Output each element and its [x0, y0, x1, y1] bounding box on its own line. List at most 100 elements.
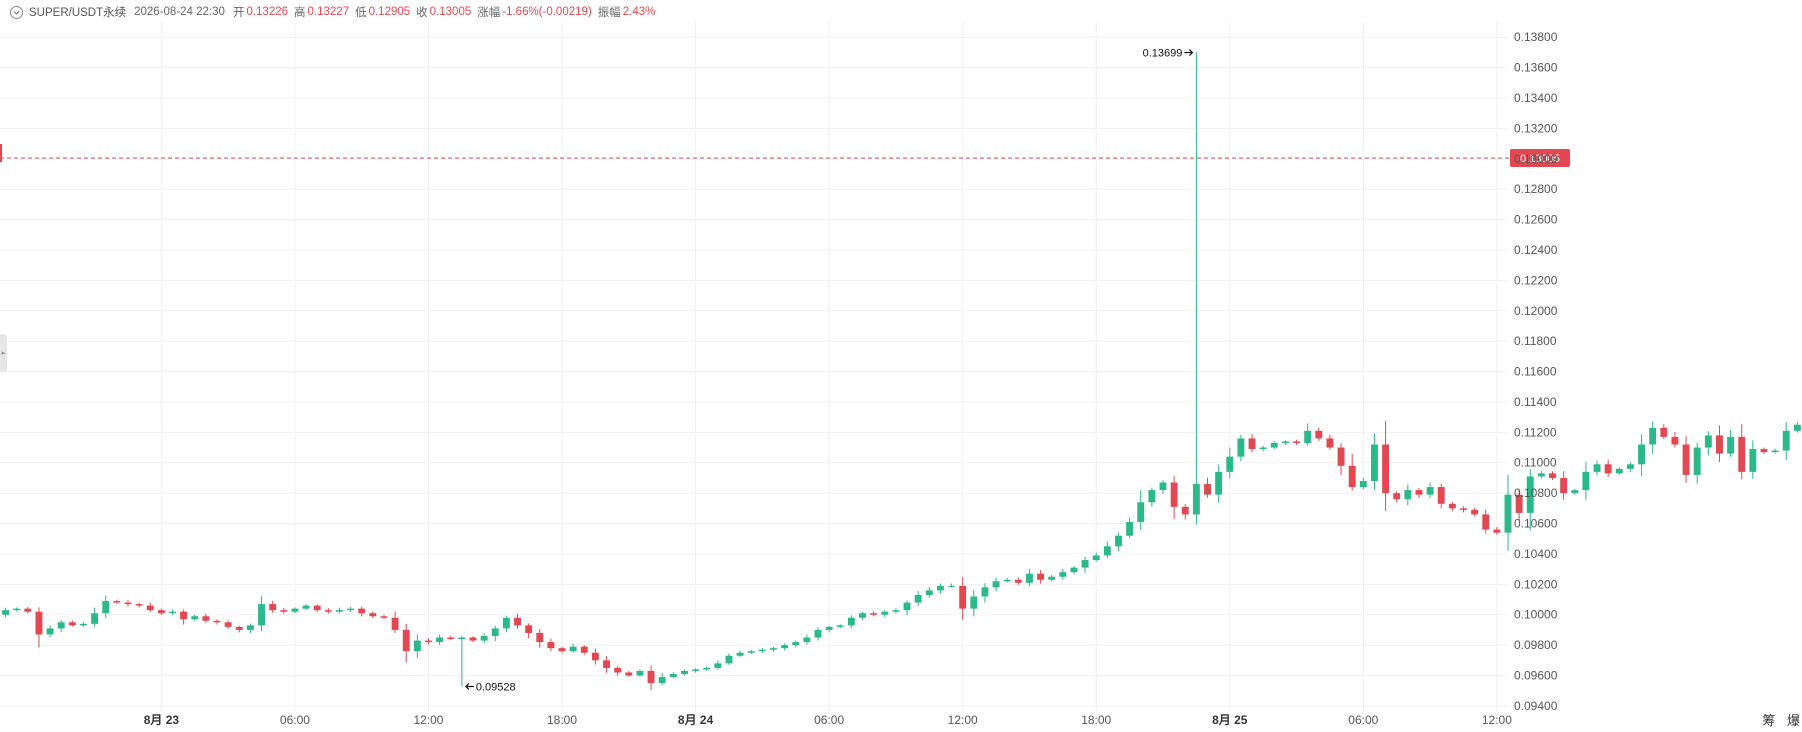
- candle-body: [1626, 464, 1634, 469]
- candle-body: [881, 611, 889, 615]
- open-value: 0.13226: [246, 6, 289, 18]
- last-price-tag: [1510, 149, 1570, 168]
- candle-body: [914, 594, 922, 603]
- chevron-down-icon[interactable]: [10, 5, 23, 19]
- candle-body: [925, 590, 933, 595]
- high-value: 0.13227: [307, 6, 350, 18]
- candle-body: [1014, 579, 1022, 583]
- candle-body: [725, 655, 733, 664]
- candle-body: [669, 674, 677, 678]
- y-tick-label: 0.10800: [1514, 486, 1558, 500]
- corner-tools: 筹 爆: [1754, 710, 1800, 729]
- candle-body: [235, 626, 243, 630]
- candle-body: [580, 646, 588, 653]
- candle-body: [825, 626, 833, 630]
- low-value: 0.12905: [368, 6, 411, 18]
- candle-body: [1504, 494, 1512, 533]
- candle-body: [692, 669, 700, 671]
- open-label: 开: [232, 7, 245, 19]
- max-price-annotation: 0.13699: [1143, 48, 1183, 60]
- candle-body: [146, 605, 154, 611]
- candle-body: [246, 625, 254, 630]
- candle-body: [458, 637, 466, 640]
- candle-body: [1204, 484, 1211, 495]
- candle-body: [1048, 576, 1056, 580]
- candle-body: [614, 667, 622, 673]
- close-value: 0.13005: [429, 6, 472, 18]
- change-label: 涨幅: [477, 7, 501, 19]
- candle-body: [1148, 490, 1156, 503]
- candle-body: [892, 610, 900, 612]
- candle-body: [169, 611, 176, 614]
- y-tick-label: 0.11800: [1514, 334, 1557, 348]
- candle-body: [1092, 555, 1100, 561]
- candle-body: [324, 610, 332, 612]
- candle-body: [57, 622, 65, 629]
- candle-body: [157, 610, 165, 614]
- chip-distribution-button[interactable]: 筹: [1762, 713, 1776, 728]
- candle-body: [1348, 465, 1356, 488]
- candle-body: [703, 667, 711, 670]
- candle-body: [714, 663, 722, 668]
- candle-body: [1716, 435, 1723, 454]
- y-tick-label: 0.11600: [1514, 365, 1557, 379]
- candle-body: [280, 610, 288, 612]
- candle-body: [480, 636, 488, 641]
- candle-body: [113, 601, 121, 603]
- candle-body: [1359, 480, 1367, 488]
- y-tick-label: 0.12200: [1514, 273, 1558, 287]
- candle-body: [1281, 441, 1289, 443]
- candle-body: [558, 648, 566, 652]
- candle-body: [1382, 444, 1390, 494]
- candle-body: [358, 608, 366, 614]
- candle-body: [347, 608, 355, 611]
- y-tick-label: 0.12400: [1514, 243, 1558, 257]
- candle-body: [1192, 484, 1200, 515]
- candle-body: [948, 585, 955, 587]
- candle-body: [1293, 441, 1300, 443]
- y-tick-label: 0.11200: [1514, 425, 1557, 439]
- candle-body: [46, 628, 54, 635]
- liquidation-button[interactable]: 爆: [1786, 713, 1800, 728]
- candle-body: [1649, 427, 1657, 445]
- candle-body: [1738, 436, 1746, 472]
- candle-body: [402, 629, 410, 652]
- candle-body: [1760, 449, 1768, 453]
- candle-body: [491, 628, 499, 637]
- candle-body: [35, 611, 43, 635]
- candle-body: [24, 608, 32, 612]
- y-tick-label: 0.11000: [1514, 456, 1557, 470]
- y-tick-label: 0.09600: [1514, 669, 1558, 683]
- min-price-annotation: 0.09528: [476, 681, 516, 693]
- symbol-name[interactable]: SUPER/USDT永续: [29, 7, 127, 19]
- candle-body: [1793, 424, 1801, 431]
- candle-body: [547, 642, 555, 649]
- y-tick-label: 0.12800: [1514, 182, 1558, 196]
- x-tick-label: 18:00: [547, 713, 577, 727]
- x-tick-label: 8月 23: [144, 713, 180, 727]
- candle-body: [781, 645, 789, 649]
- candle-body: [302, 605, 310, 609]
- candle-body: [1782, 430, 1790, 451]
- candle-body: [970, 596, 978, 609]
- candle-body: [1682, 444, 1690, 475]
- candle-body: [1704, 435, 1712, 448]
- candle-body: [1059, 572, 1067, 577]
- candle-body: [258, 604, 265, 626]
- candle-body: [1215, 471, 1223, 495]
- high-label: 高: [294, 7, 306, 19]
- candle-body: [469, 637, 477, 641]
- candle-body: [1493, 529, 1501, 533]
- candle-body: [1103, 546, 1111, 556]
- last-price-left-marker: [0, 144, 2, 162]
- candle-body: [1326, 438, 1334, 448]
- candle-body: [1560, 477, 1568, 494]
- x-tick-label: 12:00: [948, 713, 978, 727]
- candle-body: [1226, 456, 1234, 472]
- sidebar-toggle-handle[interactable]: ▸: [0, 334, 7, 372]
- max-arrow-icon: [1184, 49, 1194, 56]
- candle-body: [102, 601, 110, 614]
- candle-body: [1437, 487, 1445, 504]
- y-tick-label: 0.09800: [1514, 638, 1558, 652]
